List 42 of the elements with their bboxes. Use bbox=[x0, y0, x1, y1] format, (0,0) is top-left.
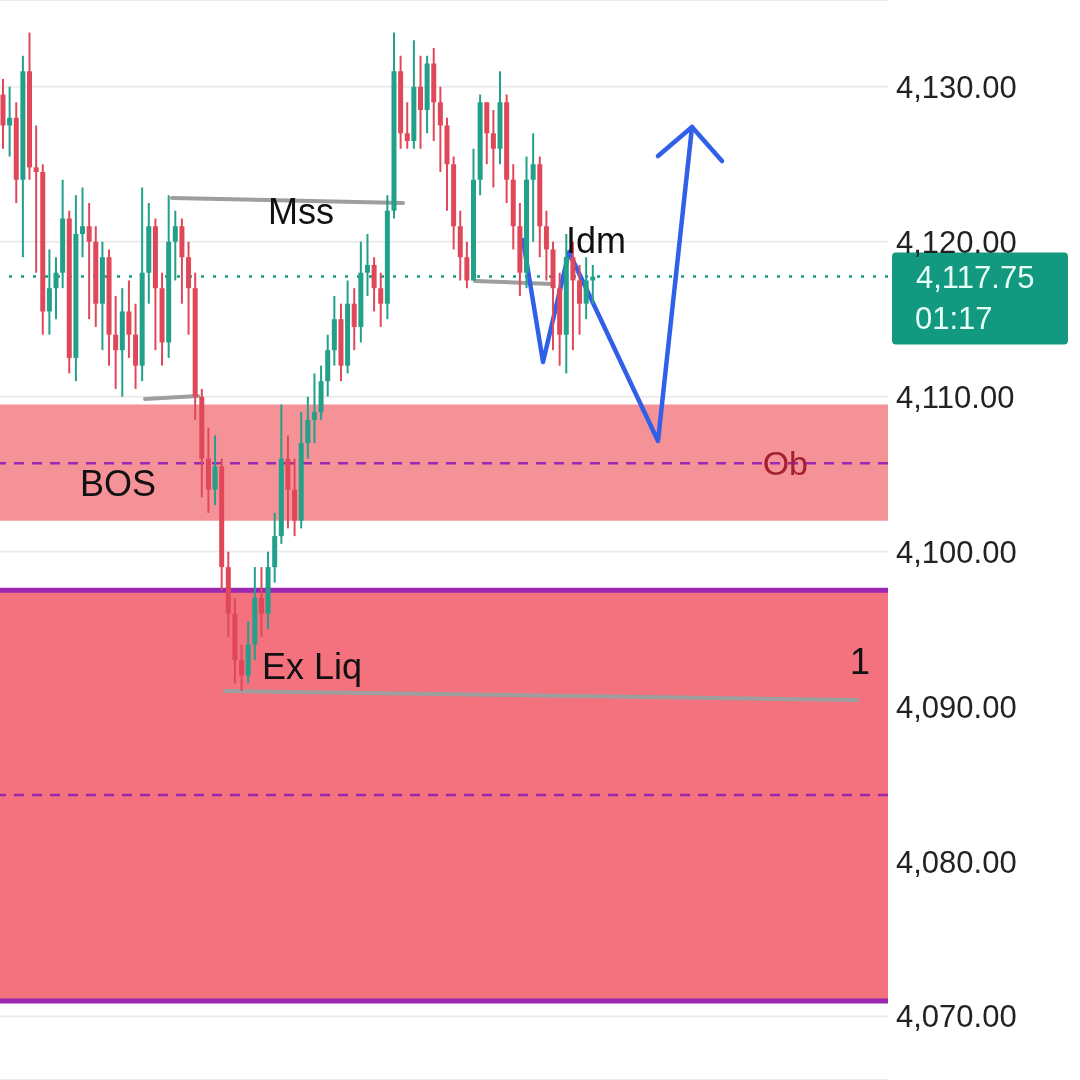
candlestick bbox=[351, 287, 357, 352]
candlestick bbox=[404, 101, 410, 150]
y-tick-label: 4,120.00 bbox=[896, 224, 1017, 260]
candlestick bbox=[239, 643, 245, 693]
candlestick bbox=[583, 256, 589, 321]
candlestick bbox=[7, 85, 13, 158]
candlestick bbox=[126, 279, 132, 359]
annotation: Idm bbox=[566, 219, 627, 263]
annotation: BOS bbox=[80, 462, 157, 506]
candlestick bbox=[86, 201, 92, 321]
candlestick bbox=[543, 209, 549, 282]
candlestick bbox=[417, 54, 423, 150]
candlestick bbox=[577, 263, 583, 336]
candlestick bbox=[33, 124, 39, 274]
candlestick bbox=[53, 256, 59, 321]
candlestick bbox=[311, 372, 317, 445]
ref-line-label: 4,117.75 bbox=[916, 259, 1035, 295]
candlestick bbox=[371, 256, 377, 313]
candlestick bbox=[305, 395, 311, 460]
candlestick bbox=[212, 434, 218, 507]
candlestick bbox=[364, 232, 370, 297]
candlestick bbox=[378, 271, 384, 328]
candlestick bbox=[80, 186, 86, 259]
candlestick bbox=[437, 85, 443, 173]
candlestick bbox=[530, 132, 536, 243]
y-tick-label: 4,130.00 bbox=[896, 69, 1017, 105]
y-tick-label: 4,090.00 bbox=[896, 689, 1017, 725]
annotation: Mss bbox=[268, 190, 334, 234]
y-tick-label: 4,110.00 bbox=[896, 379, 1015, 415]
candlestick bbox=[113, 294, 119, 390]
candlestick bbox=[258, 566, 264, 638]
y-tick-label: 4,080.00 bbox=[896, 844, 1017, 880]
annotation: Ex Liq bbox=[262, 645, 363, 689]
candlestick bbox=[46, 248, 52, 336]
y-tick-label: 4,070.00 bbox=[896, 999, 1017, 1035]
y-tick-label: 4,100.00 bbox=[896, 534, 1017, 570]
candlestick bbox=[490, 109, 496, 189]
candlestick bbox=[464, 240, 470, 290]
candlestick bbox=[172, 209, 178, 282]
annotation: 1 bbox=[850, 640, 871, 684]
text: 01:17 bbox=[915, 300, 993, 338]
band-label: Ob bbox=[762, 443, 808, 482]
